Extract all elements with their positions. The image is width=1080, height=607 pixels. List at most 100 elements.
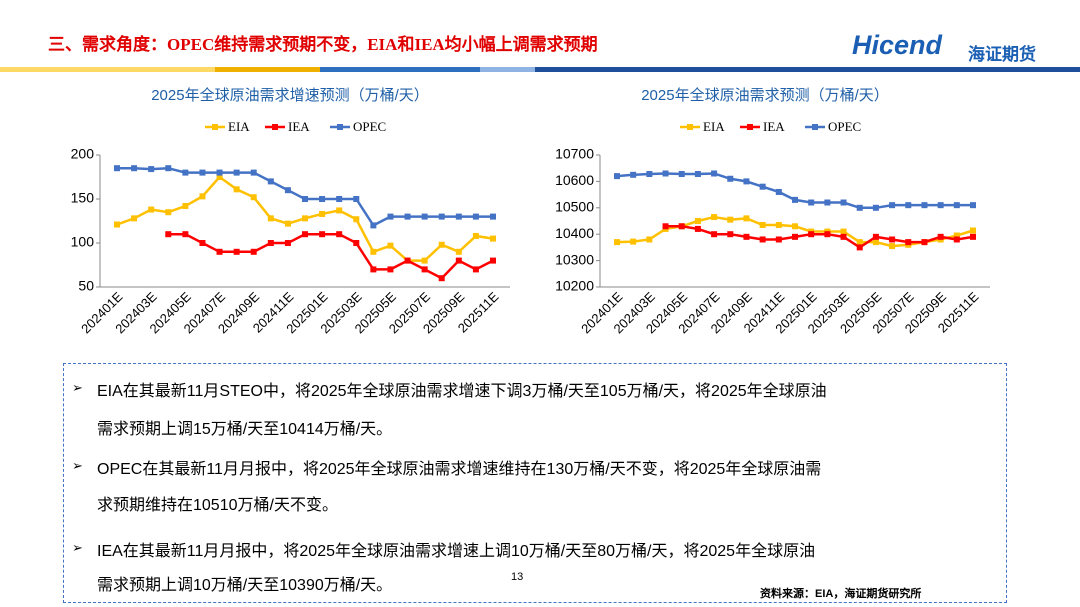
data-point — [302, 231, 308, 238]
data-point — [937, 202, 944, 209]
data-point — [792, 196, 798, 203]
data-point — [630, 171, 637, 178]
data-point — [199, 169, 206, 176]
legend-marker — [337, 124, 343, 130]
data-point — [455, 213, 462, 220]
data-point — [199, 240, 206, 246]
data-point — [743, 178, 750, 185]
data-point — [824, 231, 831, 238]
legend-marker — [687, 124, 693, 130]
data-point — [148, 166, 155, 173]
data-point — [438, 275, 445, 282]
data-point — [840, 233, 847, 240]
data-point — [302, 215, 308, 222]
data-point — [267, 215, 274, 222]
bullet-icon: ➢ — [72, 380, 83, 395]
y-tick-label: 100 — [71, 234, 95, 250]
data-point — [250, 248, 257, 255]
data-point — [921, 202, 928, 209]
data-point — [421, 257, 428, 264]
bullet-icon: ➢ — [72, 458, 83, 473]
data-point — [727, 216, 734, 223]
y-tick-label: 10600 — [555, 172, 594, 188]
data-point — [727, 231, 734, 238]
data-point — [182, 169, 189, 176]
bullet-icon: ➢ — [72, 540, 83, 555]
data-point — [905, 202, 912, 209]
data-point — [455, 248, 462, 255]
data-point — [216, 174, 223, 180]
data-point — [759, 183, 766, 190]
data-point — [694, 225, 701, 232]
logo: Hicend — [852, 30, 943, 60]
logo-cn: 海证期货 — [968, 45, 1036, 64]
data-point — [302, 196, 308, 202]
data-point — [711, 214, 718, 221]
data-point — [856, 239, 863, 246]
source-note: 资料来源：EIA，海证期货研究所 — [760, 588, 922, 600]
bullet-text: 需求预期上调15万桶/天至10414万桶/天。 — [97, 421, 393, 438]
data-point — [199, 193, 206, 200]
bullet-text: 求预期维持在10510万桶/天不变。 — [97, 497, 338, 514]
data-point — [284, 220, 291, 227]
data-point — [182, 203, 189, 210]
data-point — [792, 223, 798, 230]
data-point — [856, 204, 863, 211]
data-point — [387, 266, 394, 273]
data-point — [250, 169, 257, 176]
data-point — [233, 169, 240, 176]
data-point — [646, 171, 653, 178]
data-point — [114, 165, 120, 172]
legend-label: EIA — [703, 119, 725, 134]
data-point — [678, 171, 685, 178]
data-point — [131, 165, 138, 172]
data-point — [421, 266, 428, 273]
data-point — [336, 207, 343, 214]
legend-marker — [212, 124, 218, 130]
data-point — [438, 213, 445, 220]
data-point — [370, 266, 377, 273]
data-point — [216, 169, 223, 176]
legend-label: OPEC — [353, 119, 386, 134]
charts: 2025年全球原油需求增速预测（万桶/天）50100150200202401E2… — [71, 86, 990, 336]
y-tick-label: 10500 — [555, 199, 594, 215]
data-point — [775, 221, 782, 228]
data-point — [336, 231, 343, 238]
data-point — [840, 199, 847, 206]
data-point — [662, 170, 669, 177]
y-tick-label: 150 — [71, 190, 95, 206]
data-point — [970, 227, 976, 234]
data-point — [114, 221, 120, 228]
bullet-text: OPEC在其最新11月月报中，将2025年全球原油需求增速维持在130万桶/天不… — [97, 461, 822, 478]
data-point — [490, 257, 496, 264]
data-point — [727, 175, 734, 182]
header-bar — [535, 67, 1080, 72]
data-point — [792, 233, 798, 240]
data-point — [953, 232, 960, 239]
data-point — [438, 241, 445, 248]
header-bar — [320, 67, 480, 72]
data-point — [472, 213, 479, 220]
y-tick-label: 50 — [78, 278, 94, 294]
legend-label: EIA — [228, 119, 250, 134]
data-point — [775, 236, 782, 243]
bullet-text: EIA在其最新11月STEO中，将2025年全球原油需求增速下调3万桶/天至10… — [97, 383, 827, 400]
data-point — [148, 206, 155, 213]
data-point — [889, 202, 896, 209]
header-bar — [480, 67, 535, 72]
data-point — [614, 239, 620, 246]
data-point — [233, 186, 240, 193]
data-point — [694, 171, 701, 178]
header-bar — [0, 67, 215, 72]
data-point — [182, 231, 189, 238]
data-point — [131, 215, 138, 222]
data-point — [662, 223, 669, 230]
data-point — [336, 196, 343, 202]
bullet-box — [63, 363, 1007, 603]
data-point — [759, 221, 766, 228]
data-point — [353, 240, 360, 246]
data-point — [711, 231, 718, 238]
data-point — [808, 231, 815, 238]
data-point — [421, 213, 428, 220]
